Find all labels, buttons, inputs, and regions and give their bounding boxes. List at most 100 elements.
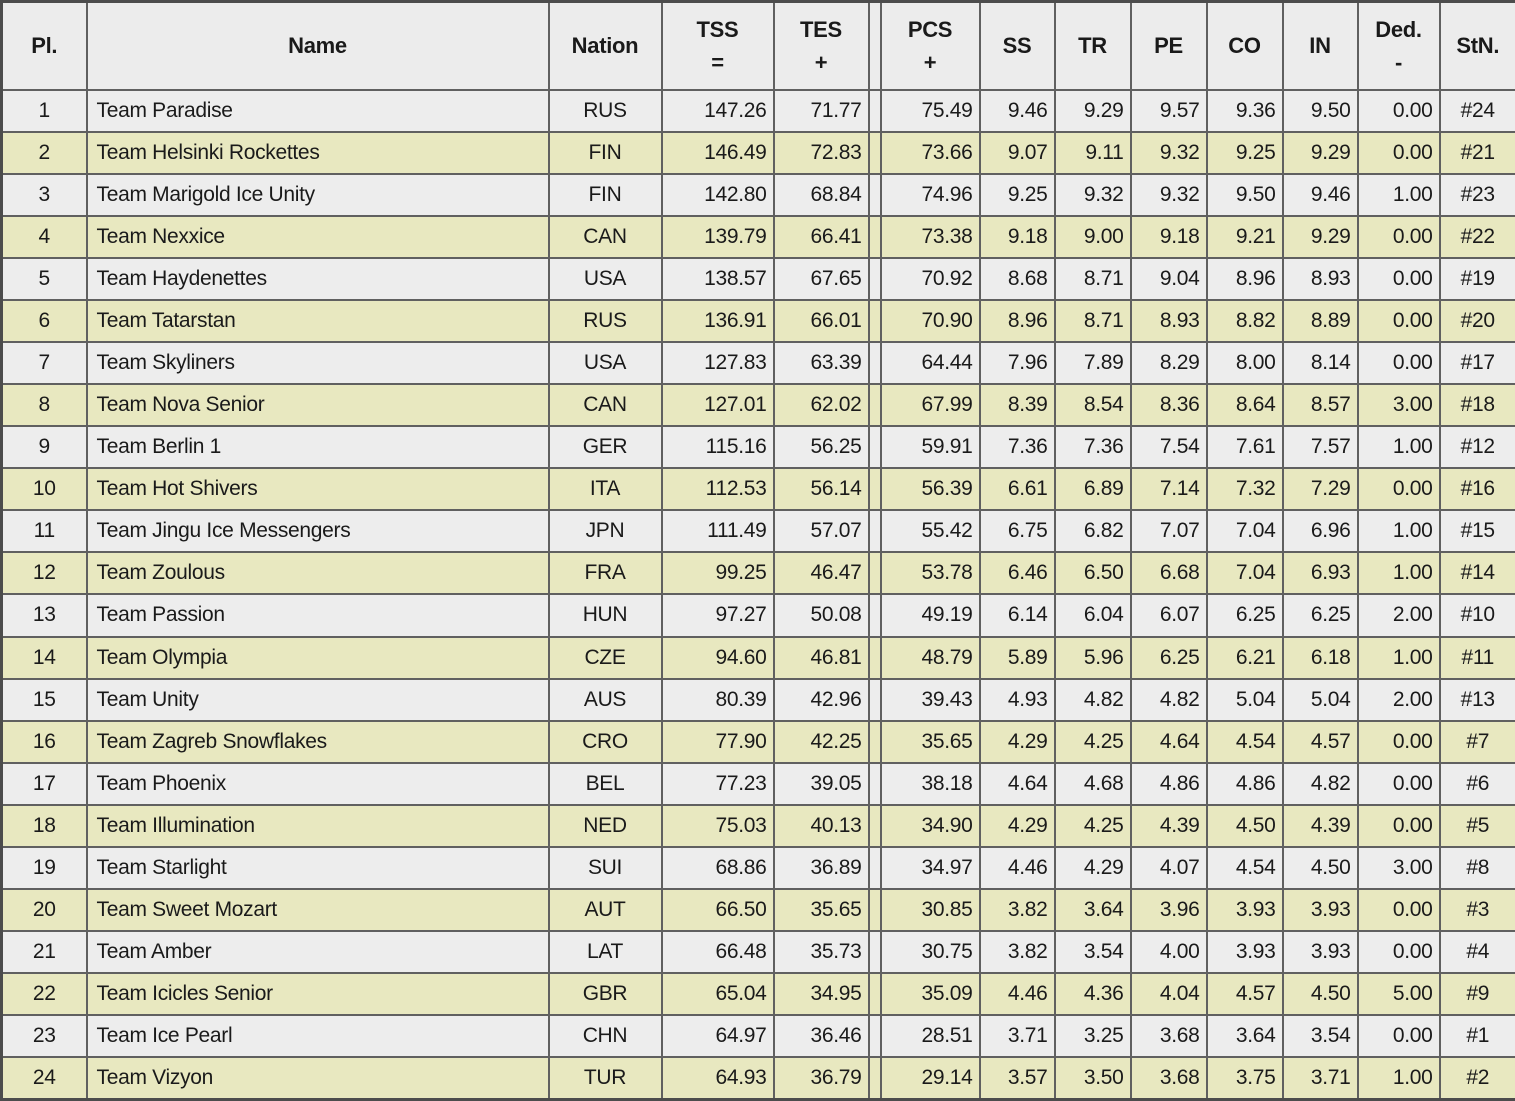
- spacer-cell: [867, 256, 882, 301]
- cell-team-name: Team Zagreb Snowflakes: [85, 719, 550, 764]
- cell-pcs: 30.85: [879, 887, 981, 933]
- table-row: 2 Team Helsinki Rockettes FIN 146.49 72.…: [0, 130, 1515, 175]
- spacer-cell: [867, 214, 882, 259]
- cell-ded: 1.00: [1356, 172, 1441, 217]
- cell-pe: 9.04: [1129, 256, 1208, 301]
- cell-pcs: 70.90: [879, 298, 981, 343]
- cell-nation: JPN: [547, 509, 663, 554]
- spacer-cell: [867, 1056, 882, 1101]
- cell-pe: 4.04: [1129, 972, 1208, 1017]
- cell-pcs: 38.18: [879, 761, 981, 806]
- cell-stn: #20: [1438, 298, 1515, 343]
- cell-pe: 8.36: [1129, 383, 1208, 428]
- cell-tss: 68.86: [660, 845, 775, 890]
- cell-ded: 5.00: [1356, 972, 1441, 1017]
- cell-tr: 9.11: [1053, 130, 1132, 175]
- spacer-cell: [867, 88, 882, 133]
- cell-tr: 3.50: [1053, 1056, 1132, 1101]
- cell-ss: 3.82: [978, 887, 1056, 933]
- spacer-cell: [867, 172, 882, 217]
- cell-tes: 63.39: [772, 340, 870, 386]
- cell-in: 7.29: [1281, 467, 1359, 512]
- cell-place: 22: [0, 972, 88, 1017]
- cell-ss: 9.25: [978, 172, 1056, 217]
- cell-tss: 75.03: [660, 803, 775, 848]
- cell-tss: 65.04: [660, 972, 775, 1017]
- cell-ss: 4.64: [978, 761, 1056, 806]
- col-header-pcs: PCS +: [879, 0, 981, 91]
- cell-in: 8.57: [1281, 383, 1359, 428]
- cell-pcs: 35.09: [879, 972, 981, 1017]
- cell-tr: 3.25: [1053, 1014, 1132, 1059]
- cell-co: 3.75: [1205, 1056, 1284, 1101]
- cell-tss: 64.93: [660, 1056, 775, 1101]
- cell-in: 6.25: [1281, 593, 1359, 638]
- cell-ss: 9.46: [978, 88, 1056, 133]
- cell-team-name: Team Haydenettes: [85, 256, 550, 301]
- cell-place: 19: [0, 845, 88, 890]
- cell-pcs: 74.96: [879, 172, 981, 217]
- cell-nation: LAT: [547, 930, 663, 975]
- cell-place: 24: [0, 1056, 88, 1101]
- cell-pe: 3.96: [1129, 887, 1208, 933]
- table-row: 7 Team Skyliners USA 127.83 63.39 64.44 …: [0, 340, 1515, 386]
- cell-stn: #9: [1438, 972, 1515, 1017]
- cell-pe: 3.68: [1129, 1014, 1208, 1059]
- cell-ded: 3.00: [1356, 845, 1441, 890]
- cell-tr: 8.54: [1053, 383, 1132, 428]
- table-row: 10 Team Hot Shivers ITA 112.53 56.14 56.…: [0, 467, 1515, 512]
- table-row: 3 Team Marigold Ice Unity FIN 142.80 68.…: [0, 172, 1515, 217]
- cell-in: 8.93: [1281, 256, 1359, 301]
- cell-stn: #7: [1438, 719, 1515, 764]
- table-row: 17 Team Phoenix BEL 77.23 39.05 38.18 4.…: [0, 761, 1515, 806]
- cell-team-name: Team Paradise: [85, 88, 550, 133]
- cell-in: 9.46: [1281, 172, 1359, 217]
- cell-pe: 6.07: [1129, 593, 1208, 638]
- cell-stn: #19: [1438, 256, 1515, 301]
- cell-pe: 7.54: [1129, 425, 1208, 470]
- cell-in: 3.54: [1281, 1014, 1359, 1059]
- spacer-cell: [867, 803, 882, 848]
- table-row: 8 Team Nova Senior CAN 127.01 62.02 67.9…: [0, 383, 1515, 428]
- cell-pe: 6.25: [1129, 635, 1208, 680]
- cell-ded: 0.00: [1356, 930, 1441, 975]
- spacer-cell: [867, 761, 882, 806]
- table-row: 22 Team Icicles Senior GBR 65.04 34.95 3…: [0, 972, 1515, 1017]
- cell-ss: 6.61: [978, 467, 1056, 512]
- cell-ss: 7.96: [978, 340, 1056, 386]
- cell-ss: 6.46: [978, 551, 1056, 596]
- cell-co: 9.36: [1205, 88, 1284, 133]
- spacer-cell: [867, 509, 882, 554]
- cell-co: 6.25: [1205, 593, 1284, 638]
- cell-ss: 6.14: [978, 593, 1056, 638]
- cell-nation: CAN: [547, 214, 663, 259]
- cell-co: 8.82: [1205, 298, 1284, 343]
- cell-pcs: 59.91: [879, 425, 981, 470]
- cell-team-name: Team Ice Pearl: [85, 1014, 550, 1059]
- cell-team-name: Team Berlin 1: [85, 425, 550, 470]
- cell-place: 18: [0, 803, 88, 848]
- table-row: 19 Team Starlight SUI 68.86 36.89 34.97 …: [0, 845, 1515, 890]
- cell-place: 21: [0, 930, 88, 975]
- spacer-cell: [867, 677, 882, 722]
- cell-co: 3.93: [1205, 887, 1284, 933]
- cell-ss: 4.46: [978, 972, 1056, 1017]
- cell-tes: 62.02: [772, 383, 870, 428]
- col-header-tes: TES +: [772, 0, 870, 91]
- cell-place: 11: [0, 509, 88, 554]
- cell-stn: #10: [1438, 593, 1515, 638]
- cell-place: 3: [0, 172, 88, 217]
- cell-tr: 4.82: [1053, 677, 1132, 722]
- cell-place: 14: [0, 635, 88, 680]
- cell-stn: #23: [1438, 172, 1515, 217]
- cell-tr: 7.89: [1053, 340, 1132, 386]
- cell-co: 9.50: [1205, 172, 1284, 217]
- cell-co: 3.64: [1205, 1014, 1284, 1059]
- cell-nation: CHN: [547, 1014, 663, 1059]
- cell-tr: 6.04: [1053, 593, 1132, 638]
- col-header-in: IN: [1281, 0, 1359, 91]
- cell-ded: 0.00: [1356, 256, 1441, 301]
- cell-pcs: 53.78: [879, 551, 981, 596]
- cell-tss: 136.91: [660, 298, 775, 343]
